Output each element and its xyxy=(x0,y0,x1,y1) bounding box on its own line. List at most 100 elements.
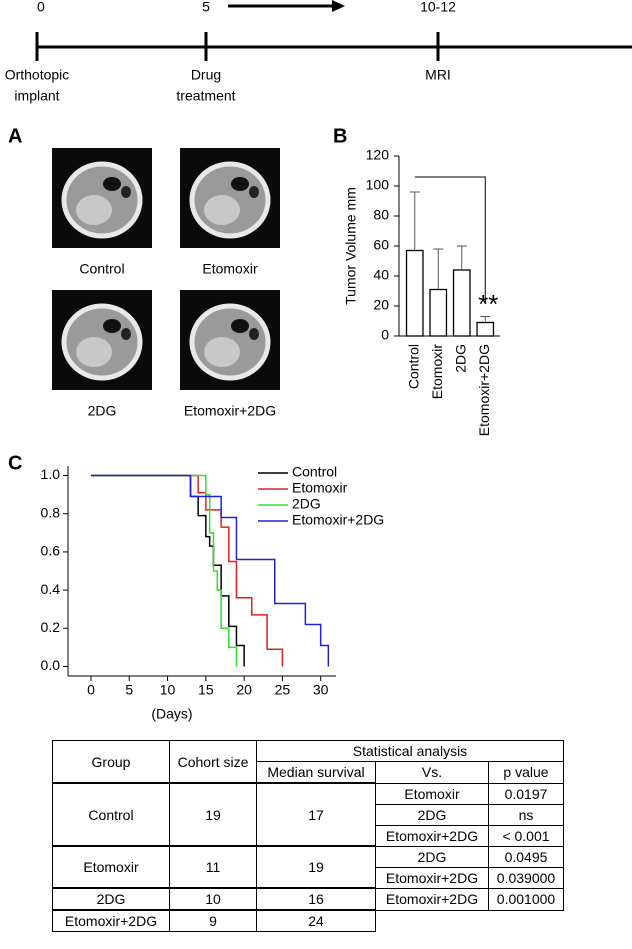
mri-cavity xyxy=(103,319,121,333)
timeline-day: 0 xyxy=(37,0,45,15)
table-cell: 0.001000 xyxy=(488,887,564,911)
table-cell: 2DG xyxy=(375,803,489,826)
mri-tissue xyxy=(204,195,240,225)
mri-cavity xyxy=(231,319,249,333)
timeline-day: 5 xyxy=(202,0,210,15)
table-cell: Etomoxir xyxy=(375,782,489,805)
panel-label: A xyxy=(8,125,22,147)
table-cell: 24 xyxy=(256,909,376,932)
x-tick-label: 25 xyxy=(275,682,291,698)
mri-tissue xyxy=(204,337,240,367)
table-cell: 0.039000 xyxy=(488,866,564,889)
survival-curve xyxy=(90,474,284,667)
mri-cavity xyxy=(121,328,131,340)
y-tick-label: 100 xyxy=(366,177,390,193)
bar xyxy=(476,321,495,337)
table-cell: Etomoxir xyxy=(52,845,170,889)
table-cell: 11 xyxy=(169,845,257,889)
y-tick-label: 80 xyxy=(373,207,389,223)
x-tick-label: 30 xyxy=(313,682,329,698)
table-cell: 19 xyxy=(169,782,257,847)
table-cell: 0.0197 xyxy=(488,782,564,805)
x-axis-label: (Days) xyxy=(151,706,192,722)
table-cell: Median survival xyxy=(256,761,376,784)
bar xyxy=(405,249,424,337)
y-tick-label: 0 xyxy=(381,327,389,343)
table-cell: Etomoxir+2DG xyxy=(52,909,170,932)
survival-curve xyxy=(90,474,238,667)
x-tick-label: 10 xyxy=(160,682,176,698)
table-cell: 16 xyxy=(256,887,376,911)
image-caption: 2DG xyxy=(88,403,117,419)
mri-cavity xyxy=(231,177,249,191)
mri-cavity xyxy=(103,177,121,191)
legend-label: 2DG xyxy=(292,496,321,512)
mri-cavity xyxy=(121,186,131,198)
image-caption: Etomoxir xyxy=(202,261,258,277)
mri-tissue xyxy=(76,337,112,367)
x-tick-label: Etomoxir+2DG xyxy=(476,344,492,436)
x-tick-label: 5 xyxy=(125,682,133,698)
table-cell: Vs. xyxy=(375,761,489,784)
legend-label: Etomoxir xyxy=(292,480,348,496)
bar xyxy=(452,269,471,337)
image-caption: Etomoxir+2DG xyxy=(184,403,276,419)
table-cell: Etomoxir+2DG xyxy=(375,887,489,911)
timeline-label: Orthotopic xyxy=(5,67,70,83)
table-cell: Etomoxir+2DG xyxy=(375,866,489,889)
table-cell: 2DG xyxy=(375,845,489,868)
table-cell: Group xyxy=(52,740,170,784)
table-cell: Control xyxy=(52,782,170,847)
timeline-label: treatment xyxy=(176,88,235,104)
arrow-head xyxy=(332,0,345,12)
x-tick-label: Etomoxir xyxy=(429,344,445,400)
legend-label: Control xyxy=(292,464,337,480)
table-cell: 9 xyxy=(169,909,257,932)
empty-cell xyxy=(376,910,564,932)
y-tick-label: 120 xyxy=(366,147,390,163)
bar xyxy=(429,288,448,337)
table-cell: 2DG xyxy=(52,887,170,911)
panel-label: C xyxy=(8,452,22,474)
table-cell: Etomoxir+2DG xyxy=(375,824,489,847)
table-cell: 17 xyxy=(256,782,376,847)
mri-cavity xyxy=(249,186,259,198)
table-row: Etomoxir+2DG < 0.001 xyxy=(53,824,564,847)
table-row: Group Cohort size Statistical analysis xyxy=(52,740,564,784)
mri-cavity xyxy=(249,328,259,340)
mri-tissue xyxy=(76,195,112,225)
timeline-label: Drug xyxy=(191,67,221,83)
timeline-label: implant xyxy=(14,88,59,104)
y-tick-label: 1.0 xyxy=(41,466,61,482)
legend-label: Etomoxir+2DG xyxy=(292,512,384,528)
y-tick-label: 60 xyxy=(373,237,389,253)
mri-image xyxy=(52,290,152,390)
table-row: Control 19 17 Etomoxir 0.0197 xyxy=(52,782,564,847)
significance-label: ** xyxy=(478,289,498,319)
y-tick-label: 0.6 xyxy=(41,543,61,559)
table-cell: p value xyxy=(488,761,564,784)
y-tick-label: 40 xyxy=(373,267,389,283)
mri-image xyxy=(180,290,280,390)
table-cell: ns xyxy=(488,803,564,826)
y-tick-label: 20 xyxy=(373,297,389,313)
figure-graphics: A B C 0 Orthotopic implant 5 Drug treatment 10… xyxy=(5,0,632,722)
table-cell: 10 xyxy=(169,887,257,911)
y-tick-label: 0.4 xyxy=(41,581,61,597)
mri-image xyxy=(180,148,280,248)
x-tick-label: 2DG xyxy=(452,344,468,373)
table-cell: Statistical analysis xyxy=(256,740,564,762)
y-tick-label: 0.8 xyxy=(41,504,61,520)
table-cell: Cohort size xyxy=(169,740,257,784)
panel-label: B xyxy=(333,125,347,147)
y-tick-label: 0.0 xyxy=(41,657,61,673)
y-axis-label: Tumor Volume mm xyxy=(343,187,359,305)
survival-curve xyxy=(90,474,330,667)
table-row: Etomoxir+2DG 9 24 xyxy=(52,909,564,932)
x-tick-label: 15 xyxy=(198,682,214,698)
survival-table: Group Cohort size Statistical analysis Medi… xyxy=(52,740,564,932)
table-row: 2DG 10 16 Etomoxir+2DG 0.001000 xyxy=(52,887,564,911)
x-tick-label: 0 xyxy=(87,682,95,698)
timeline-day: 10-12 xyxy=(420,0,456,15)
